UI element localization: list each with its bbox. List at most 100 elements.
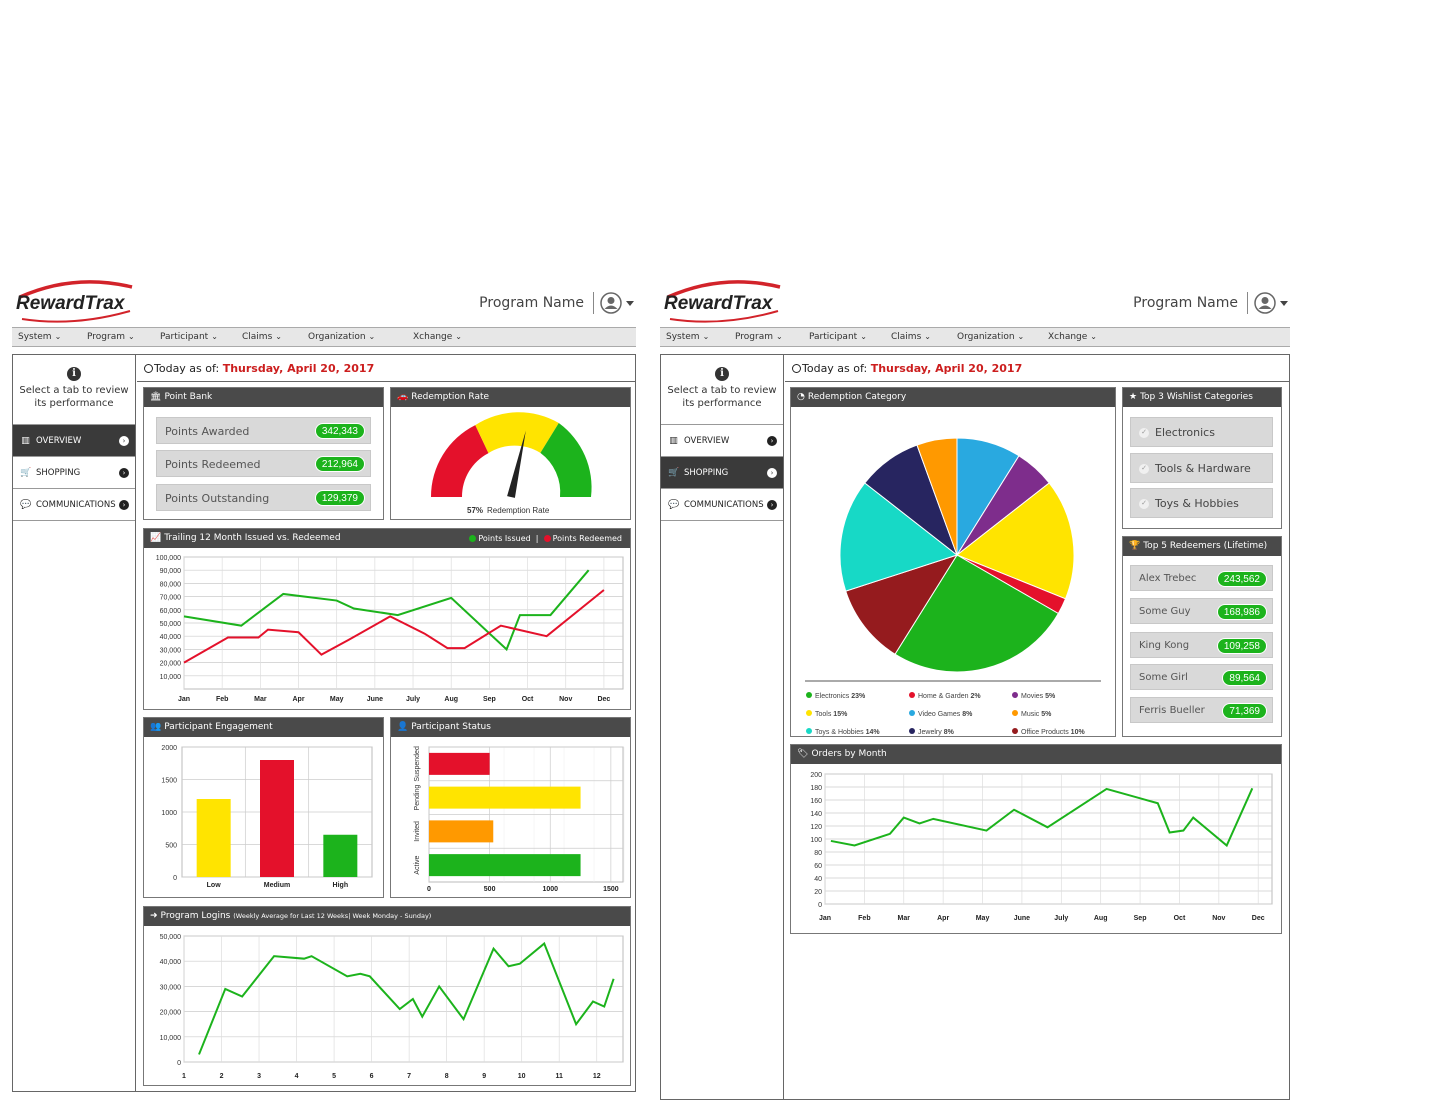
y-tick-label: 50,000 bbox=[160, 621, 182, 628]
user-menu-caret-icon[interactable] bbox=[1280, 301, 1288, 306]
divider bbox=[137, 381, 635, 382]
content-frame: i Select a tab to review its performance… bbox=[12, 354, 636, 1092]
sidebar-tab-overview[interactable]: ▥ OVERVIEW › bbox=[661, 425, 783, 457]
x-tick-label: 11 bbox=[556, 1073, 564, 1080]
bar-medium bbox=[260, 760, 294, 877]
header-divider bbox=[1247, 292, 1248, 314]
sidebar-tab-shopping[interactable]: 🛒 SHOPPING › bbox=[661, 457, 783, 489]
shopping-main: Today as of: Thursday, April 20, 2017 ◔ R… bbox=[785, 355, 1289, 1099]
legend-label: Music 5% bbox=[1021, 711, 1052, 718]
chevron-down-icon: ⌄ bbox=[368, 332, 376, 341]
gauge-caption: Redemption Rate bbox=[487, 506, 550, 515]
nav-xchange[interactable]: Xchange ⌄ bbox=[1042, 328, 1122, 346]
pie-slice-electronics bbox=[894, 554, 1060, 673]
svg-text:RewardTrax: RewardTrax bbox=[664, 293, 774, 314]
overview-main: Today as of: Thursday, April 20, 2017 🏛 P… bbox=[137, 355, 635, 1091]
redemption-category-panel: ◔ Redemption Category Electronics 23% Home… bbox=[790, 387, 1116, 737]
sidebar: i Select a tab to review its performance… bbox=[13, 355, 136, 1091]
program-name[interactable]: Program Name bbox=[479, 295, 584, 311]
x-tick-label: Low bbox=[207, 882, 222, 889]
x-tick-label: May bbox=[330, 696, 344, 703]
wishlist-panel: ★ Top 3 Wishlist Categories ✓ Electronics … bbox=[1122, 387, 1282, 529]
redeemer-row: Some Girl 89,564 bbox=[1130, 664, 1273, 690]
sidebar-tab-communications[interactable]: 💬 COMMUNICATIONS › bbox=[661, 489, 783, 521]
y-tick-label: 0 bbox=[818, 902, 822, 909]
pie-slice-toys-hobbies bbox=[839, 482, 959, 592]
svg-text:RewardTrax: RewardTrax bbox=[16, 293, 126, 314]
wishlist-item: ✓ Tools & Hardware bbox=[1130, 453, 1273, 483]
legend-label: Home & Garden 2% bbox=[918, 693, 981, 700]
bar-pending bbox=[429, 786, 581, 809]
nav-participant[interactable]: Participant ⌄ bbox=[803, 328, 885, 346]
rewardtrax-logo[interactable]: RewardTrax bbox=[14, 277, 149, 323]
stat-value-badge: 342,343 bbox=[314, 423, 365, 439]
panel-header: ➜ Program Logins (Weekly Average for Last… bbox=[144, 907, 630, 926]
nav-program[interactable]: Program ⌄ bbox=[729, 328, 803, 346]
info-icon: i bbox=[67, 367, 81, 381]
nav-claims[interactable]: Claims ⌄ bbox=[236, 328, 302, 346]
user-icon[interactable] bbox=[600, 292, 622, 314]
bar-low bbox=[196, 799, 231, 877]
nav-program[interactable]: Program ⌄ bbox=[81, 328, 154, 346]
legend-name: Movies bbox=[1021, 693, 1045, 700]
y-tick-label: 40,000 bbox=[160, 959, 182, 966]
x-tick-label: 2 bbox=[220, 1073, 224, 1080]
redeemer-points-badge: 109,258 bbox=[1216, 638, 1267, 654]
nav-participant[interactable]: Participant ⌄ bbox=[154, 328, 236, 346]
today-date: Thursday, April 20, 2017 bbox=[870, 362, 1023, 375]
panel-title: Orders by Month bbox=[811, 749, 887, 759]
nav-xchange[interactable]: Xchange ⌄ bbox=[407, 328, 487, 346]
sidebar-info: i Select a tab to review its performance bbox=[13, 355, 135, 425]
sidebar-tab-label: SHOPPING bbox=[36, 467, 81, 478]
sidebar-tab-overview[interactable]: ▥ OVERVIEW › bbox=[13, 425, 135, 457]
legend-value: 14% bbox=[866, 729, 881, 736]
content-frame: i Select a tab to review its performance… bbox=[660, 354, 1290, 1100]
y-tick-label: 80 bbox=[814, 850, 822, 857]
x-tick-label: Dec bbox=[1252, 915, 1265, 922]
today-label: Today as of: bbox=[154, 362, 220, 375]
sidebar-tab-shopping[interactable]: 🛒 SHOPPING › bbox=[13, 457, 135, 489]
nav-organization[interactable]: Organization ⌄ bbox=[951, 328, 1042, 346]
user-menu-caret-icon[interactable] bbox=[626, 301, 634, 306]
x-tick-label: Sep bbox=[483, 696, 496, 703]
chevron-circle-right-icon: › bbox=[119, 468, 129, 478]
series-line-points-redeemed bbox=[183, 589, 605, 664]
legend-value: 5% bbox=[1045, 693, 1056, 700]
redeemer-row: Some Guy 168,986 bbox=[1130, 598, 1273, 624]
y-tick-label: 30,000 bbox=[160, 647, 182, 654]
nav-claims[interactable]: Claims ⌄ bbox=[885, 328, 951, 346]
redeemer-row: Ferris Bueller 71,369 bbox=[1130, 697, 1273, 723]
participant-status-panel: 👤 Participant Status 0 500 1000 1500 Suspende… bbox=[390, 717, 631, 898]
x-tick-label: Jan bbox=[178, 696, 190, 703]
redeemer-points-badge: 71,369 bbox=[1222, 703, 1267, 719]
rewardtrax-logo[interactable]: RewardTrax bbox=[662, 277, 797, 323]
nav-organization[interactable]: Organization ⌄ bbox=[302, 328, 407, 346]
panel-title: Redemption Category bbox=[807, 392, 907, 402]
chevron-down-icon: ⌄ bbox=[1090, 332, 1097, 341]
y-tick-label: 90,000 bbox=[160, 568, 182, 575]
program-name[interactable]: Program Name bbox=[1133, 295, 1238, 311]
engagement-bar-chart: 0 500 1000 1500 2000 Low Medium High bbox=[161, 745, 373, 889]
redeemer-row: Alex Trebec 243,562 bbox=[1130, 565, 1273, 591]
user-icon[interactable] bbox=[1254, 292, 1276, 314]
y-tick-label: 10,000 bbox=[160, 674, 182, 681]
y-tick-label: 50,000 bbox=[160, 934, 182, 941]
x-tick-label: May bbox=[976, 915, 990, 922]
stat-points-awarded: Points Awarded 342,343 bbox=[156, 417, 371, 444]
sidebar-tab-communications[interactable]: 💬 COMMUNICATIONS › bbox=[13, 489, 135, 521]
pie-slice-office-products bbox=[845, 554, 959, 655]
stat-label: Points Redeemed bbox=[165, 458, 261, 471]
y-tick-label: 80,000 bbox=[160, 581, 182, 588]
y-tick-label: 2000 bbox=[161, 745, 177, 752]
y-tick-label: 100,000 bbox=[156, 555, 181, 562]
nav-label: Xchange bbox=[1048, 332, 1088, 342]
x-tick-label: Aug bbox=[1094, 915, 1108, 922]
nav-system[interactable]: System ⌄ bbox=[660, 328, 729, 346]
legend-name: Music bbox=[1021, 711, 1041, 718]
legend-label: Jewelry 8% bbox=[918, 729, 955, 736]
cart-icon: 🛒 bbox=[20, 467, 32, 478]
legend-value: 5% bbox=[1041, 711, 1052, 718]
nav-system[interactable]: System ⌄ bbox=[12, 328, 81, 346]
today-label: Today as of: bbox=[802, 362, 868, 375]
